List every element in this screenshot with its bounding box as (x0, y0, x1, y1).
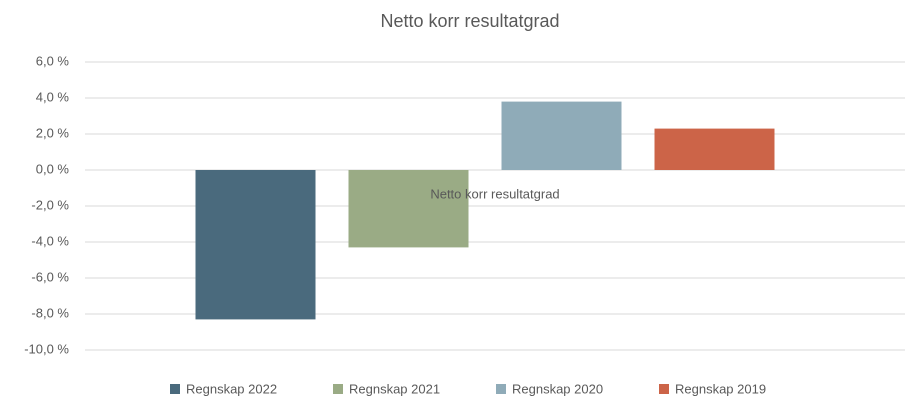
bar (501, 101, 622, 170)
y-tick-label: 4,0 % (36, 89, 70, 104)
y-tick-label: -2,0 % (31, 197, 69, 212)
y-tick-label: 0,0 % (36, 161, 70, 176)
legend-swatch (333, 384, 343, 394)
y-tick-label: 6,0 % (36, 53, 70, 68)
bar (195, 170, 316, 320)
legend-label: Regnskap 2019 (675, 381, 766, 396)
legend-swatch (170, 384, 180, 394)
y-tick-label: -6,0 % (31, 269, 69, 284)
y-tick-label: -8,0 % (31, 305, 69, 320)
x-tick-label: Netto korr resultatgrad (430, 186, 559, 201)
legend-swatch (659, 384, 669, 394)
bar (348, 170, 469, 248)
legend-label: Regnskap 2021 (349, 381, 440, 396)
legend-label: Regnskap 2020 (512, 381, 603, 396)
y-tick-label: 2,0 % (36, 125, 70, 140)
y-tick-label: -4,0 % (31, 233, 69, 248)
y-tick-label: -10,0 % (24, 341, 69, 356)
legend-swatch (496, 384, 506, 394)
legend-label: Regnskap 2022 (186, 381, 277, 396)
bar (654, 128, 775, 170)
chart-title: Netto korr resultatgrad (380, 11, 559, 31)
